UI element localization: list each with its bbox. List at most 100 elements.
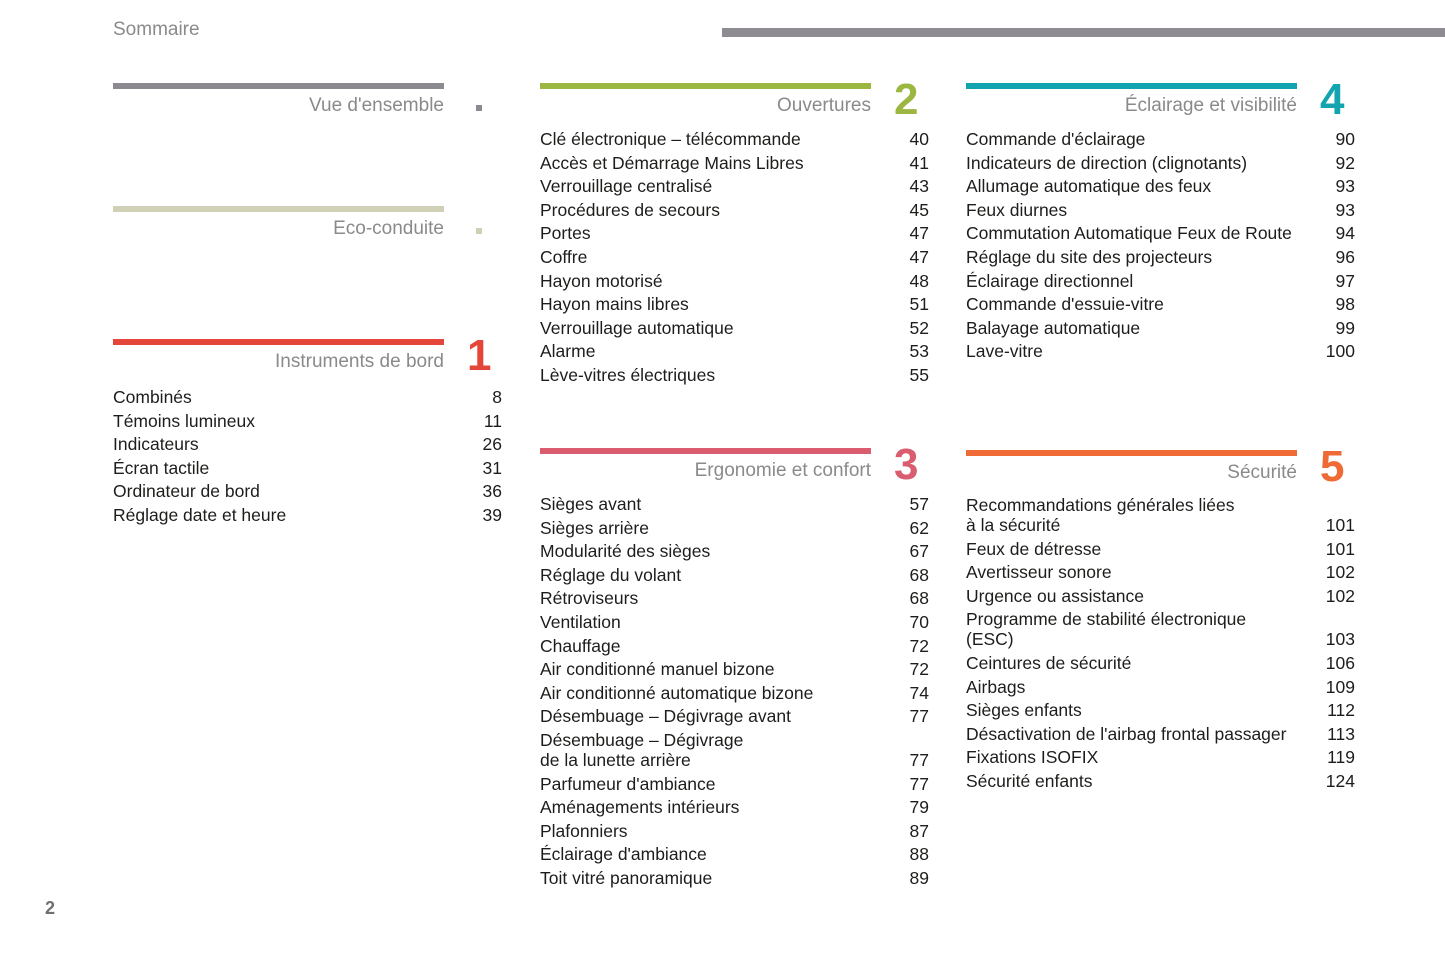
toc-entry-label: Alarme [540,341,596,362]
section-title[interactable]: Vue d'ensemble [309,95,444,116]
section-eco: Eco-conduite [113,206,503,239]
section-title[interactable]: Ergonomie et confort [694,460,871,481]
toc-entry[interactable]: Commutation Automatique Feux de Route 94 [966,223,1355,247]
section-color-bar [966,83,1297,89]
toc-entry[interactable]: Parfumeur d'ambiance 77 [540,774,929,798]
toc-entry-page: 68 [909,588,929,609]
toc-entry-page: 67 [909,541,929,562]
toc-entry-page: 77 [909,706,929,727]
toc-entry-label: Coffre [540,246,588,267]
section-number: 2 [894,75,919,124]
toc-entry-page: 72 [909,659,929,680]
toc-entry[interactable]: Airbags 109 [966,677,1355,701]
toc-entry[interactable]: Clé électronique – télécommande 40 [540,129,929,153]
toc-entry[interactable]: Réglage du site des projecteurs 96 [966,247,1355,271]
toc-entry-page: 26 [482,434,502,455]
toc-entry[interactable]: Rétroviseurs 68 [540,588,929,612]
section-title[interactable]: Instruments de bord [275,351,444,372]
section-item-list: Clé électronique – télécommande 40 Accès e… [540,129,929,389]
section-title[interactable]: Ouvertures [777,95,871,116]
toc-entry[interactable]: Recommandations générales liées à la séc… [966,495,1355,539]
toc-entry[interactable]: Allumage automatique des feux 93 [966,176,1355,200]
toc-entry-page: 77 [909,749,929,770]
toc-entry[interactable]: Réglage du volant 68 [540,565,929,589]
toc-entry[interactable]: Désembuage – Dégivrage avant 77 [540,706,929,730]
toc-entry[interactable]: Ventilation 70 [540,612,929,636]
toc-entry[interactable]: Hayon mains libres 51 [540,294,929,318]
toc-entry[interactable]: Feux diurnes 93 [966,200,1355,224]
toc-entry-page: 36 [482,481,502,502]
toc-entry[interactable]: Lave-vitre 100 [966,341,1355,365]
section-color-bar [540,448,871,454]
toc-entry[interactable]: Air conditionné manuel bizone 72 [540,659,929,683]
toc-entry[interactable]: Désactivation de l'airbag frontal passag… [966,724,1355,748]
toc-entry-page: 48 [909,270,929,291]
toc-entry[interactable]: Accès et Démarrage Mains Libres 41 [540,153,929,177]
toc-entry[interactable]: Commande d'essuie-vitre 98 [966,294,1355,318]
section-title[interactable]: Eco-conduite [333,218,444,239]
toc-entry[interactable]: Verrouillage automatique 52 [540,318,929,342]
toc-entry[interactable]: Modularité des sièges 67 [540,541,929,565]
toc-entry[interactable]: Combinés 8 [113,387,502,411]
toc-entry-label: Chauffage [540,635,621,656]
toc-entry-label: Indicateurs [113,434,199,455]
toc-entry[interactable]: Aménagements intérieurs 79 [540,797,929,821]
toc-entry[interactable]: Éclairage directionnel 97 [966,271,1355,295]
toc-entry[interactable]: Réglage date et heure 39 [113,505,502,529]
toc-entry-page: 100 [1325,341,1355,362]
toc-entry[interactable]: Programme de stabilité électronique (ESC… [966,609,1355,653]
toc-entry[interactable]: Verrouillage centralisé 43 [540,176,929,200]
toc-entry[interactable]: Plafonniers 87 [540,821,929,845]
toc-entry[interactable]: Écran tactile 31 [113,458,502,482]
toc-entry-label: Procédures de secours [540,199,720,220]
toc-entry-label: Recommandations générales liées à la séc… [966,495,1235,535]
toc-entry[interactable]: Ceintures de sécurité 106 [966,653,1355,677]
toc-entry[interactable]: Coffre 47 [540,247,929,271]
section-title[interactable]: Sécurité [1227,462,1297,483]
toc-entry-label: Sièges enfants [966,700,1082,721]
toc-entry-label: Verrouillage automatique [540,317,734,338]
section-number: 3 [894,440,919,489]
toc-entry[interactable]: Alarme 53 [540,341,929,365]
toc-entry[interactable]: Hayon motorisé 48 [540,271,929,295]
toc-entry[interactable]: Commande d'éclairage 90 [966,129,1355,153]
toc-entry[interactable]: Éclairage d'ambiance 88 [540,844,929,868]
toc-entry-label: Réglage du site des projecteurs [966,246,1213,267]
section-item-list: Commande d'éclairage 90 Indicateurs de dir… [966,129,1355,365]
toc-entry-label: Lave-vitre [966,341,1043,362]
toc-entry[interactable]: Feux de détresse 101 [966,539,1355,563]
toc-entry[interactable]: Sécurité enfants 124 [966,771,1355,795]
toc-entry[interactable]: Témoins lumineux 11 [113,411,502,435]
toc-entry[interactable]: Toit vitré panoramique 89 [540,868,929,892]
toc-entry-label: Portes [540,223,591,244]
toc-entry[interactable]: Urgence ou assistance 102 [966,586,1355,610]
toc-entry[interactable]: Indicateurs de direction (clignotants) 92 [966,153,1355,177]
section-number: 1 [467,331,492,380]
toc-entry[interactable]: Air conditionné automatique bizone 74 [540,683,929,707]
section-square-marker-icon [476,105,482,111]
toc-entry[interactable]: Indicateurs 26 [113,434,502,458]
toc-entry[interactable]: Lève-vitres électriques 55 [540,365,929,389]
section-item-list: Combinés 8 Témoins lumineux 11 Indicateurs 26… [113,387,502,529]
toc-entry[interactable]: Ordinateur de bord 36 [113,481,502,505]
section-title[interactable]: Éclairage et visibilité [1124,95,1297,116]
page-number: 2 [45,898,56,918]
toc-entry[interactable]: Avertisseur sonore 102 [966,562,1355,586]
toc-entry-page: 40 [909,129,929,149]
toc-entry[interactable]: Désembuage – Dégivrage de la lunette arr… [540,730,929,774]
toc-entry[interactable]: Fixations ISOFIX 119 [966,747,1355,771]
toc-entry[interactable]: Sièges avant 57 [540,494,929,518]
toc-entry[interactable]: Portes 47 [540,223,929,247]
toc-entry[interactable]: Procédures de secours 45 [540,200,929,224]
section-square-marker-icon [476,228,482,234]
toc-entry-label: Sièges arrière [540,517,649,538]
toc-entry-page: 99 [1335,317,1355,338]
toc-entry-page: 57 [909,494,929,514]
toc-entry[interactable]: Sièges arrière 62 [540,518,929,542]
toc-entry[interactable]: Sièges enfants 112 [966,700,1355,724]
toc-entry[interactable]: Balayage automatique 99 [966,318,1355,342]
toc-entry-page: 47 [909,223,929,244]
toc-entry-label: Rétroviseurs [540,588,639,609]
toc-entry-page: 51 [909,294,929,315]
toc-entry[interactable]: Chauffage 72 [540,636,929,660]
